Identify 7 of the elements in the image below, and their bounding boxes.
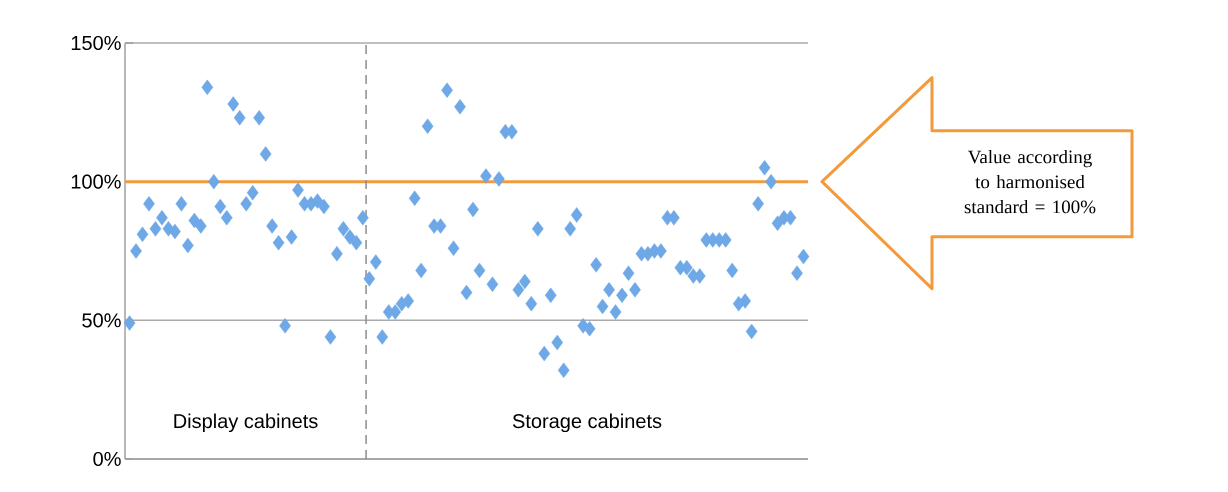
text: Value according to harmonised standard = 100% [964,149,1096,214]
y-tick-label: 0% [93,451,121,467]
annotation: Display cabinets [174,413,318,433]
y-tick-label: 100% [71,174,121,189]
y-tick-label: 50% [82,313,121,328]
y-tick-label: 150% [71,35,121,51]
annotation: Storage cabinets [512,413,662,433]
